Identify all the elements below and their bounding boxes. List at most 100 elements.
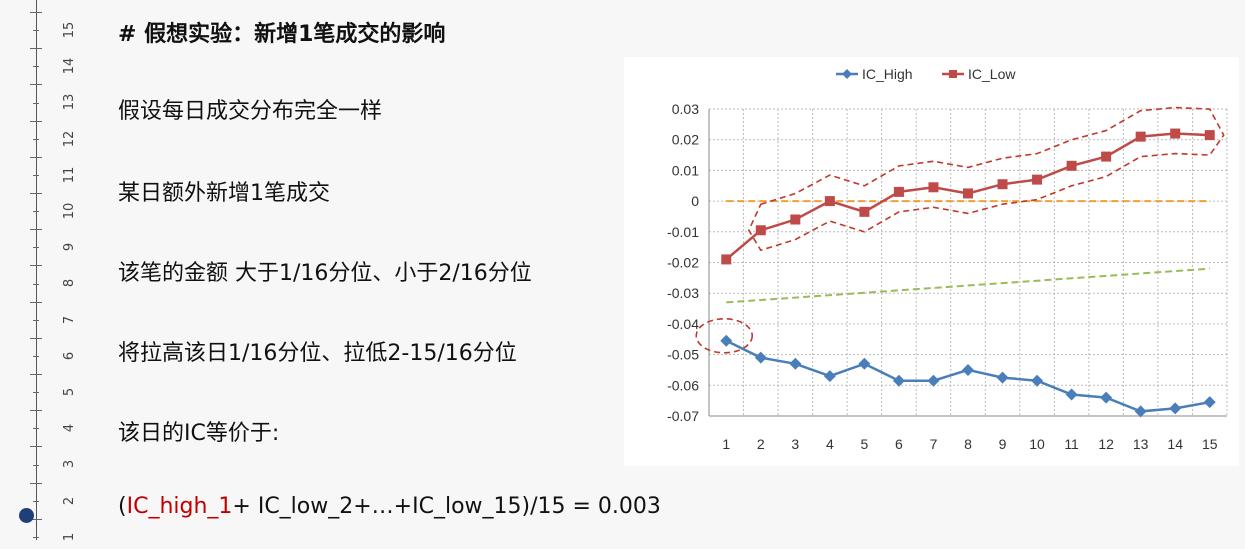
data-point-IC_Low [1204, 130, 1215, 141]
x-tick-label: 14 [1167, 436, 1183, 452]
ruler-tick [33, 319, 39, 321]
ruler-tick [33, 283, 39, 285]
ruler-tick [33, 211, 39, 213]
ruler-tick [30, 301, 42, 303]
data-point-IC_High [1169, 402, 1182, 415]
x-tick-label: 3 [791, 436, 799, 452]
legend-marker [949, 70, 957, 78]
series-line-IC_High [725, 339, 1210, 413]
data-point-IC_Low [721, 254, 732, 265]
data-point-IC_Low [1032, 174, 1043, 185]
data-point-IC_High [754, 351, 767, 364]
ruler-number: 3 [62, 460, 77, 469]
ruler-tick [30, 12, 42, 13]
ruler-tick [30, 229, 42, 231]
ruler-tick [33, 355, 39, 357]
bullet-line-1: 假设每日成交分布完全一样 [118, 99, 383, 124]
ruler-tick [30, 482, 42, 484]
ruler-number: 7 [62, 315, 77, 324]
data-point-IC_High [823, 370, 836, 383]
slide-position-dot[interactable] [19, 508, 34, 523]
y-tick-label: -0.05 [667, 347, 699, 363]
data-point-IC_Low [790, 214, 801, 225]
data-point-IC_Low [824, 196, 835, 207]
x-tick-label: 10 [1029, 436, 1045, 452]
annotation-loop [748, 106, 1225, 252]
x-tick-label: 13 [1133, 436, 1149, 452]
ruler-tick [30, 374, 42, 375]
ruler-tick [33, 428, 39, 430]
ruler-tick [30, 156, 42, 158]
bullet-line-4: 将拉高该日1/16分位、拉低2-15/16分位 [118, 341, 517, 366]
ruler-tick [30, 265, 42, 267]
ruler-number: 9 [62, 243, 77, 252]
y-tick-label: -0.06 [667, 377, 699, 393]
data-point-IC_Low [997, 179, 1008, 190]
data-point-IC_High [1203, 396, 1216, 409]
ruler-tick [33, 500, 39, 502]
ruler-tick [30, 518, 42, 520]
ruler-tick [33, 247, 39, 249]
ruler-tick [30, 410, 42, 412]
ruler-number: 2 [62, 496, 77, 505]
y-tick-label: 0.01 [672, 162, 699, 178]
mean-line [726, 267, 1210, 304]
y-tick-label: -0.02 [667, 255, 699, 271]
ruler-number: 4 [62, 424, 77, 433]
data-point-IC_High [1100, 391, 1113, 404]
data-point-IC_High [996, 371, 1009, 384]
legend-marker [842, 69, 852, 79]
data-point-IC_Low [1066, 160, 1077, 171]
x-tick-label: 12 [1098, 436, 1114, 452]
ruler-number: 8 [62, 279, 77, 288]
x-tick-label: 15 [1202, 436, 1218, 452]
ruler-number: 14 [62, 57, 77, 75]
data-point-IC_High [927, 374, 940, 387]
ruler-tick [33, 174, 39, 176]
ic-chart-svg: 0.03 0.02 0.01 0 -0.01 -0.02 -0.03 -0.04 -0.05 -0… [667, 66, 1228, 452]
x-tick-label: 6 [895, 436, 903, 452]
y-tick-label: 0.02 [672, 132, 699, 148]
ruler-number: 13 [62, 94, 77, 111]
formula-line: (IC_high_1+ IC_low_2+…+IC_low_15)/15 = 0… [118, 494, 661, 519]
bullet-line-3: 该笔的金额 大于1/16分位、小于2/16分位 [118, 261, 532, 286]
data-point-IC_Low [893, 186, 904, 197]
x-tick-label: 7 [930, 436, 938, 452]
y-tick-label: -0.04 [667, 316, 699, 332]
legend-label: IC_Low [968, 66, 1016, 82]
y-tick-label: -0.01 [667, 224, 699, 240]
bullet-line-2: 某日额外新增1笔成交 [118, 181, 330, 206]
ruler-tick [33, 102, 39, 104]
x-tick-label: 4 [826, 436, 834, 452]
data-point-IC_Low [1170, 128, 1181, 139]
y-tick-label: 0 [691, 193, 699, 209]
ruler-tick [30, 193, 42, 194]
ruler-tick [33, 138, 39, 140]
formula-rest: + IC_low_2+…+IC_low_15)/15 = 0.003 [232, 494, 661, 519]
bullet-line-5: 该日的IC等价于: [118, 421, 280, 446]
slide-title: # 假想实验：新增1笔成交的影响 [118, 22, 446, 47]
ruler-number: 6 [62, 351, 77, 360]
ruler-tick [33, 30, 39, 32]
x-tick-label: 5 [861, 436, 869, 452]
y-tick-label: 0.03 [672, 101, 699, 117]
data-point-IC_High [858, 357, 871, 370]
x-tick-label: 2 [757, 436, 765, 452]
ruler-number: 1 [62, 532, 77, 541]
y-tick-label: -0.03 [667, 285, 699, 301]
data-point-IC_Low [1101, 151, 1112, 162]
ruler-tick [33, 536, 39, 538]
data-point-IC_High [1065, 388, 1078, 401]
ruler-tick [30, 446, 42, 448]
ruler-tick [33, 66, 39, 68]
legend-label: IC_High [862, 66, 913, 82]
data-point-IC_Low [928, 182, 939, 193]
x-tick-label: 9 [999, 436, 1007, 452]
formula-open: ( [118, 494, 127, 519]
vertical-ruler: 15 14 13 12 11 10 9 8 7 6 5 4 3 2 1 [0, 0, 88, 541]
ruler-number: 15 [62, 21, 77, 39]
data-point-IC_High [1031, 374, 1044, 387]
ruler-tick [33, 392, 39, 394]
ruler-number: 10 [62, 202, 77, 220]
ruler-number: 12 [62, 130, 77, 147]
